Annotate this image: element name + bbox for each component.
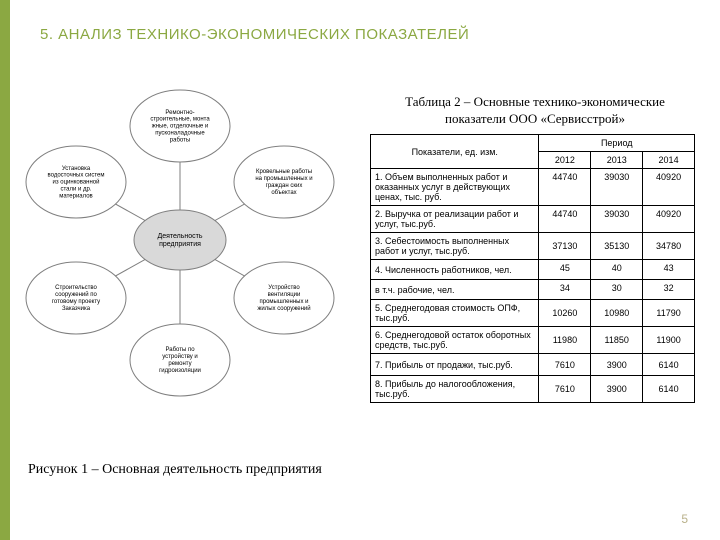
row-value: 34780 [643, 233, 695, 260]
svg-text:жилых сооружений: жилых сооружений [257, 305, 310, 312]
activity-diagram: Ремонтно-строительные, монтажные, отдело… [20, 70, 340, 410]
row-value: 10980 [591, 300, 643, 327]
row-label: 5. Среднегодовая стоимость ОПФ, тыс.руб. [371, 300, 539, 327]
page-number: 5 [681, 512, 688, 526]
svg-text:Ремонтно-: Ремонтно- [165, 110, 194, 116]
svg-text:материалов: материалов [59, 193, 92, 199]
figure-caption: Рисунок 1 – Основная деятельность предпр… [28, 462, 328, 478]
svg-text:вентиляции: вентиляции [268, 292, 301, 298]
row-value: 10260 [539, 300, 591, 327]
row-value: 11980 [539, 327, 591, 354]
row-value: 44740 [539, 206, 591, 233]
svg-text:Строительство: Строительство [55, 285, 97, 291]
svg-text:ремонту: ремонту [168, 361, 191, 367]
svg-text:Работы по: Работы по [165, 347, 195, 353]
table-row: 5. Среднегодовая стоимость ОПФ, тыс.руб.… [371, 300, 695, 327]
svg-text:стали и др.: стали и др. [60, 186, 91, 192]
row-value: 7610 [539, 376, 591, 403]
svg-text:жные, отделочные и: жные, отделочные и [152, 124, 209, 130]
row-value: 32 [643, 280, 695, 300]
col-year: 2013 [591, 152, 643, 169]
row-value: 39030 [591, 169, 643, 206]
svg-text:пусконаладочные: пусконаладочные [155, 130, 205, 136]
row-value: 35130 [591, 233, 643, 260]
svg-text:промышленных и: промышленных и [260, 299, 309, 305]
svg-text:гидроизоляции: гидроизоляции [159, 368, 201, 374]
row-value: 11900 [643, 327, 695, 354]
svg-text:строительные, монта: строительные, монта [150, 117, 210, 123]
row-label: 3. Себестоимость выполненных работ и усл… [371, 233, 539, 260]
row-value: 34 [539, 280, 591, 300]
row-value: 3900 [591, 376, 643, 403]
row-value: 40 [591, 260, 643, 280]
col-year: 2012 [539, 152, 591, 169]
svg-text:работы: работы [170, 137, 190, 143]
table-row: 7. Прибыль от продажи, тыс.руб.761039006… [371, 354, 695, 376]
indicators-table: Показатели, ед. изм.Период201220132014 1.… [370, 134, 695, 403]
table-row: 6. Среднегодовой остаток оборотных средс… [371, 327, 695, 354]
table-caption: Таблица 2 – Основные технико-экономическ… [375, 94, 695, 128]
row-value: 7610 [539, 354, 591, 376]
row-value: 45 [539, 260, 591, 280]
row-value: 43 [643, 260, 695, 280]
row-value: 40920 [643, 206, 695, 233]
accent-bar [0, 0, 10, 540]
row-value: 6140 [643, 354, 695, 376]
row-value: 6140 [643, 376, 695, 403]
svg-text:устройству и: устройству и [162, 353, 198, 360]
row-label: 4. Численность работников, чел. [371, 260, 539, 280]
svg-text:водосточных систем: водосточных систем [48, 173, 105, 179]
svg-text:объектах: объектах [271, 190, 296, 196]
row-value: 37130 [539, 233, 591, 260]
row-value: 44740 [539, 169, 591, 206]
svg-text:Заказчика: Заказчика [62, 306, 91, 312]
row-label: 2. Выручка от реализации работ и услуг, … [371, 206, 539, 233]
svg-text:Установка: Установка [62, 166, 91, 172]
row-value: 30 [591, 280, 643, 300]
row-label: 6. Среднегодовой остаток оборотных средс… [371, 327, 539, 354]
svg-text:предприятия: предприятия [159, 241, 201, 248]
row-label: в т.ч. рабочие, чел. [371, 280, 539, 300]
svg-text:Кровельные работы: Кровельные работы [256, 169, 312, 175]
svg-text:граждан ских: граждан ских [266, 183, 303, 189]
table-row: 8. Прибыль до налогообложения, тыс.руб.7… [371, 376, 695, 403]
row-value: 40920 [643, 169, 695, 206]
table-row: в т.ч. рабочие, чел.343032 [371, 280, 695, 300]
table-header-row: Показатели, ед. изм.Период [371, 135, 695, 152]
col-header-indicator: Показатели, ед. изм. [371, 135, 539, 169]
row-value: 39030 [591, 206, 643, 233]
row-label: 7. Прибыль от продажи, тыс.руб. [371, 354, 539, 376]
page-title: 5. АНАЛИЗ ТЕХНИКО-ЭКОНОМИЧЕСКИХ ПОКАЗАТЕ… [40, 26, 469, 43]
row-label: 8. Прибыль до налогообложения, тыс.руб. [371, 376, 539, 403]
row-value: 3900 [591, 354, 643, 376]
row-value: 11850 [591, 327, 643, 354]
svg-text:готовому проекту: готовому проекту [52, 299, 100, 305]
svg-text:на промышленных и: на промышленных и [255, 176, 312, 182]
col-year: 2014 [643, 152, 695, 169]
table-row: 2. Выручка от реализации работ и услуг, … [371, 206, 695, 233]
row-value: 11790 [643, 300, 695, 327]
col-header-period: Период [539, 135, 695, 152]
svg-text:из оцинкованной: из оцинкованной [52, 179, 99, 186]
row-label: 1. Объем выполненных работ и оказанных у… [371, 169, 539, 206]
svg-text:Устройство: Устройство [268, 284, 300, 291]
svg-text:Деятельность: Деятельность [157, 233, 202, 240]
table-row: 3. Себестоимость выполненных работ и усл… [371, 233, 695, 260]
svg-text:сооружений по: сооружений по [55, 291, 97, 298]
table-row: 4. Численность работников, чел.454043 [371, 260, 695, 280]
table-row: 1. Объем выполненных работ и оказанных у… [371, 169, 695, 206]
